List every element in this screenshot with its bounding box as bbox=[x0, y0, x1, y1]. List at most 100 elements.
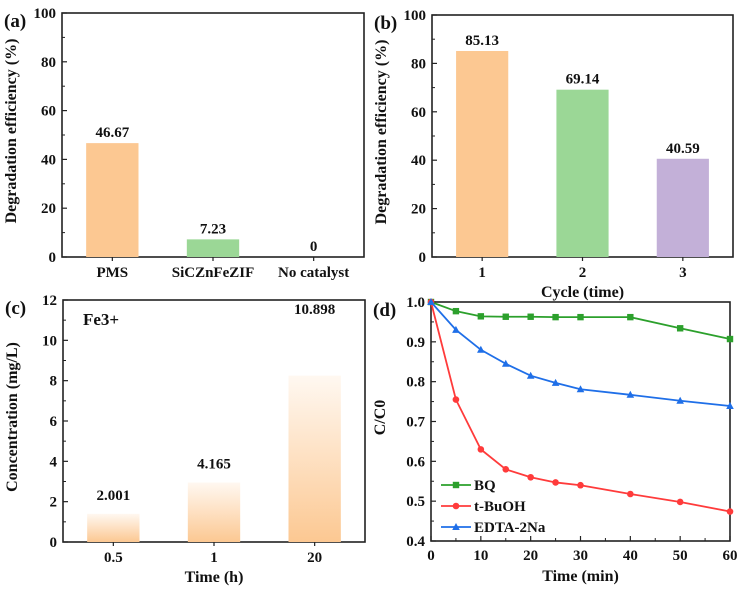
data-label: 2.001 bbox=[96, 488, 130, 504]
legend-marker bbox=[452, 502, 460, 510]
series-line bbox=[430, 301, 731, 513]
y-tick-label: 40 bbox=[411, 153, 426, 169]
data-point bbox=[427, 298, 435, 305]
panel-label: (b) bbox=[374, 13, 397, 34]
data-point bbox=[552, 479, 559, 486]
data-point bbox=[577, 481, 584, 489]
x-tick-label: SiCZnFeZIF bbox=[172, 265, 255, 281]
x-tick-label: 40 bbox=[623, 548, 638, 564]
bar bbox=[86, 143, 139, 257]
y-tick-label: 2 bbox=[50, 495, 58, 511]
y-tick-label: 0.8 bbox=[406, 375, 425, 391]
legend: BQ t-BuOH EDTA-2Na bbox=[441, 478, 546, 536]
bar bbox=[87, 513, 140, 542]
y-tick-label: 6 bbox=[50, 414, 58, 430]
bar bbox=[186, 239, 240, 257]
y-tick-label: 4 bbox=[50, 454, 58, 470]
y-axis-label: Concentration (mg/L) bbox=[4, 342, 21, 492]
axes: 0 2 4 6 8 10 12 0.5 1 20 bbox=[42, 293, 366, 566]
legend-label: EDTA-2Na bbox=[474, 520, 546, 536]
series-edta-2na bbox=[427, 298, 734, 409]
x-tick-label: 2 bbox=[579, 265, 587, 281]
data-point bbox=[526, 371, 535, 379]
y-tick-label: 80 bbox=[41, 55, 56, 71]
y-tick-label: 12 bbox=[42, 293, 57, 309]
annotation-fe3: Fe3+ bbox=[83, 310, 119, 329]
series-t-buoh bbox=[427, 298, 734, 515]
y-tick-label: 0.7 bbox=[406, 415, 425, 431]
panel-label: (a) bbox=[4, 11, 26, 32]
data-label: 46.67 bbox=[95, 125, 129, 141]
legend-marker bbox=[452, 523, 460, 530]
y-tick-label: 20 bbox=[41, 201, 56, 217]
y-tick-label: 20 bbox=[411, 202, 426, 218]
bar bbox=[187, 482, 241, 542]
data-point bbox=[726, 335, 734, 343]
x-tick-label: 0 bbox=[427, 548, 435, 564]
data-point bbox=[527, 473, 534, 481]
y-tick-label: 80 bbox=[411, 56, 426, 72]
y-tick-label: 40 bbox=[41, 152, 56, 168]
y-tick-label: 100 bbox=[404, 8, 427, 24]
y-tick-label: 10 bbox=[42, 333, 57, 349]
y-tick-label: 0.5 bbox=[406, 494, 425, 510]
panel-label: (d) bbox=[373, 300, 396, 321]
panel-c: 0 2 4 6 8 10 12 0.5 1 20 (c) Concentration (mg/L) Ti… bbox=[4, 293, 366, 586]
data-point bbox=[477, 446, 485, 453]
y-tick-label: 60 bbox=[411, 105, 426, 121]
data-point bbox=[477, 313, 485, 320]
legend-label: t-BuOH bbox=[474, 499, 526, 515]
y-tick-label: 0.4 bbox=[406, 534, 425, 550]
x-tick-label: 10 bbox=[473, 548, 488, 564]
data-point bbox=[527, 313, 534, 320]
data-point bbox=[502, 313, 509, 320]
x-tick-label: 20 bbox=[523, 548, 538, 564]
x-tick-label: 50 bbox=[673, 548, 688, 564]
data-point bbox=[626, 390, 635, 398]
y-tick-label: 0.6 bbox=[406, 454, 425, 470]
axes: 0.4 0.5 0.6 0.7 0.8 0.9 1.0 0 10 20 30 40 50 60 bbox=[406, 295, 737, 564]
bar bbox=[456, 50, 509, 258]
data-label: 0 bbox=[310, 239, 318, 255]
bar bbox=[288, 375, 341, 542]
data-point bbox=[552, 313, 559, 321]
x-tick-label: No catalyst bbox=[278, 265, 349, 281]
data-point bbox=[676, 396, 684, 404]
y-tick-label: 0 bbox=[419, 250, 427, 266]
bar bbox=[556, 89, 609, 257]
panel-a: 0 20 40 60 80 100 PMS SiCZnFeZIF No catalyst (a) D… bbox=[3, 6, 365, 281]
data-label: 40.59 bbox=[666, 141, 700, 157]
y-tick-label: 8 bbox=[50, 374, 58, 390]
data-point bbox=[452, 325, 460, 333]
panel-b: 0 20 40 60 80 100 1 2 3 (b) Degradation efficiency… bbox=[373, 8, 734, 301]
x-tick-label: 1 bbox=[210, 550, 218, 566]
legend-marker bbox=[452, 481, 460, 489]
data-point bbox=[676, 498, 684, 506]
data-label: 10.898 bbox=[294, 302, 335, 318]
x-tick-label: 30 bbox=[573, 548, 588, 564]
series-line bbox=[430, 301, 731, 340]
data-point bbox=[501, 359, 510, 367]
data-point bbox=[452, 396, 460, 403]
bar bbox=[656, 158, 709, 257]
panel-d: 0.4 0.5 0.6 0.7 0.8 0.9 1.0 0 10 20 30 40 50 60 (d) C/C… bbox=[372, 295, 738, 585]
x-tick-label: 60 bbox=[723, 548, 738, 564]
x-tick-label: 0.5 bbox=[104, 550, 123, 566]
x-tick-label: 3 bbox=[679, 265, 687, 281]
data-point bbox=[477, 345, 485, 353]
y-tick-label: 0.9 bbox=[406, 335, 425, 351]
data-point bbox=[502, 466, 510, 473]
x-axis-label: Time (min) bbox=[542, 568, 619, 585]
data-point bbox=[627, 313, 634, 321]
y-tick-label: 0 bbox=[49, 250, 57, 266]
data-label: 85.13 bbox=[465, 33, 499, 49]
data-point bbox=[726, 401, 734, 409]
data-point bbox=[627, 490, 634, 498]
data-label: 69.14 bbox=[566, 72, 600, 88]
x-tick-label: PMS bbox=[96, 265, 128, 281]
y-tick-label: 1.0 bbox=[406, 295, 425, 311]
data-label: 7.23 bbox=[200, 221, 226, 237]
data-point bbox=[452, 307, 460, 315]
y-axis-label: Degradation efficiency (%) bbox=[373, 40, 390, 225]
x-tick-label: 1 bbox=[478, 265, 486, 281]
